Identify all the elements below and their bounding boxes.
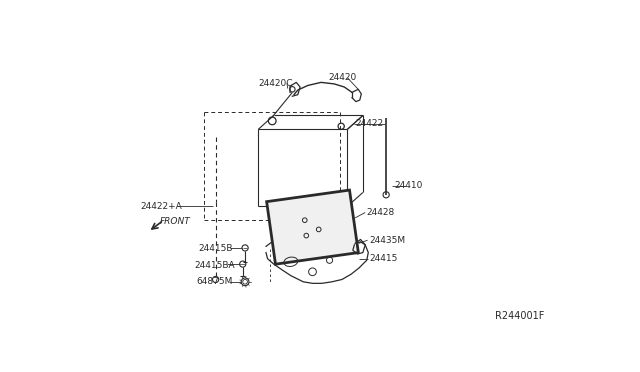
Text: 24415B: 24415B (198, 244, 233, 253)
Text: 24422: 24422 (355, 119, 383, 128)
Text: 24435M: 24435M (369, 236, 405, 245)
Text: 24420C: 24420C (259, 78, 292, 88)
Text: 24420: 24420 (328, 73, 356, 82)
Text: FRONT: FRONT (160, 217, 191, 226)
Text: 24428: 24428 (367, 208, 395, 217)
Text: 24410: 24410 (394, 181, 422, 190)
Polygon shape (267, 190, 358, 264)
Text: 24422+A: 24422+A (140, 202, 182, 211)
Text: 64875M: 64875M (196, 277, 232, 286)
Text: R244001F: R244001F (495, 311, 544, 321)
Text: 24415: 24415 (369, 254, 397, 263)
Text: 24415BA: 24415BA (195, 261, 236, 270)
